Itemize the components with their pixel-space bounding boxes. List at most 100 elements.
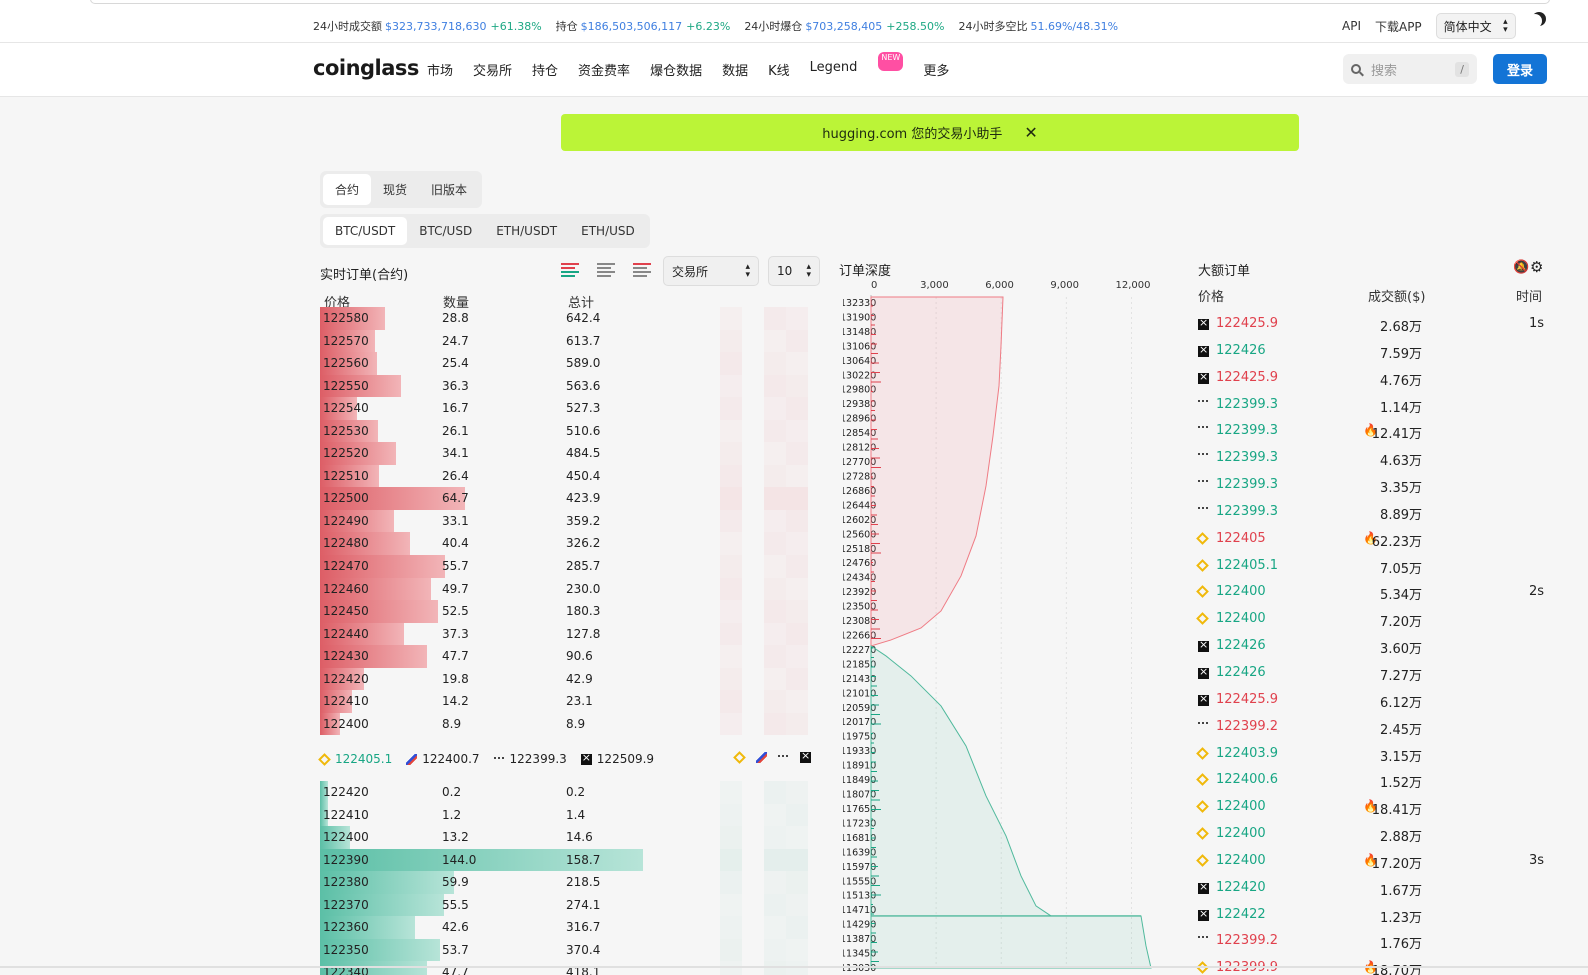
orderbook-row[interactable]: 122440 37.3 127.8 [320, 622, 810, 646]
big-order-row[interactable]: 122399.3 8.89万 [1198, 500, 1548, 527]
big-order-row[interactable]: 122399.3 4.63万 [1198, 446, 1548, 473]
dark-mode-icon[interactable] [1528, 14, 1542, 28]
nav-item[interactable]: 市场 [427, 64, 454, 79]
big-order-volume: 18.70万 [1371, 964, 1422, 975]
row-total: 90.6 [566, 649, 593, 664]
tab-tabs1-0[interactable]: 合约 [323, 174, 372, 205]
orderbook-row[interactable]: 122350 53.7 370.4 [320, 938, 810, 962]
tab-tabs2-1[interactable]: BTC/USD [419, 224, 473, 238]
orderbook-row[interactable]: 122460 49.7 230.0 [320, 577, 810, 601]
big-order-row[interactable]: 122400 🔥 18.41万 [1196, 795, 1548, 822]
download-app-link[interactable]: 下载APP [1374, 19, 1422, 34]
depth-count-select[interactable]: 10 ▴ ▾ [768, 256, 820, 286]
orderbook-row[interactable]: 122380 59.9 218.5 [320, 871, 810, 894]
nav-item[interactable]: 爆仓数据 [650, 64, 703, 79]
big-order-row[interactable]: 122405.1 7.05万 [1196, 554, 1548, 581]
promo-banner[interactable]: hugging.com 您的交易小助手 ✕ [561, 114, 1299, 151]
big-order-row[interactable]: 122422 1.23万 [1198, 903, 1548, 930]
orderbook-row[interactable]: 122530 26.1 510.6 [320, 419, 810, 443]
orderbook-row[interactable]: 122410 1.2 1.4 [320, 803, 810, 827]
orderbook-row[interactable]: 122420 19.8 42.9 [320, 667, 810, 691]
orderbook-row[interactable]: 122520 34.1 484.5 [320, 442, 810, 465]
big-order-price: 122426 [1216, 638, 1266, 654]
orderbook-row[interactable]: 122450 52.5 180.3 [320, 600, 810, 623]
orderbook-row[interactable]: 122560 25.4 589.0 [320, 352, 810, 375]
big-order-row[interactable]: 122399.3 🔥 12.41万 [1198, 419, 1548, 446]
main-nav: coinglass 市场 交易所 持仓 资金费率 爆仓数据 数据 K线 Legend NEW 更多… [0, 43, 1588, 97]
tab-tabs1-1[interactable]: 现货 [383, 183, 408, 197]
big-order-volume: 4.76万 [1380, 373, 1422, 389]
orderbook-row[interactable]: 122480 40.4 326.2 [320, 532, 810, 556]
depth-y-tick: 113870 [843, 934, 876, 945]
big-order-volume: 3.60万 [1380, 642, 1422, 658]
orderbook-row[interactable]: 122340 47.7 418.1 [320, 961, 810, 975]
big-order-row[interactable]: 122425.9 2.68万 1s [1198, 312, 1548, 339]
orderbook-row[interactable]: 122360 42.6 316.7 [320, 916, 810, 939]
gear-icon[interactable]: ⚙ [1530, 258, 1544, 276]
orderbook-row[interactable]: 122400 13.2 14.6 [320, 826, 810, 849]
asks-view-icon[interactable] [629, 262, 651, 277]
nav-item[interactable]: 交易所 [473, 64, 513, 79]
big-order-row[interactable]: 122399.2 2.45万 [1198, 715, 1548, 742]
big-order-row[interactable]: 122426 3.60万 [1198, 634, 1548, 661]
row-qty: 28.8 [442, 311, 469, 325]
big-order-row[interactable]: 122399.3 3.35万 [1198, 473, 1548, 500]
binance-icon[interactable] [733, 751, 746, 764]
nav-item[interactable]: 持仓 [532, 64, 559, 79]
nav-item[interactable]: Legend [809, 60, 858, 75]
big-order-row[interactable]: 122403.9 3.15万 [1196, 742, 1548, 769]
bids-view-icon[interactable] [593, 262, 615, 277]
big-order-row[interactable]: 122399.3 1.14万 [1198, 393, 1548, 420]
big-order-volume: 1.23万 [1380, 910, 1422, 926]
orderbook-row[interactable]: 122430 47.7 90.6 [320, 645, 810, 668]
orderbook-row[interactable]: 122580 28.8 642.4 [320, 307, 810, 330]
tab-tabs2-0[interactable]: BTC/USDT [323, 217, 408, 245]
heatmap-cell [786, 826, 808, 849]
orderbook-row[interactable]: 122400 8.9 8.9 [320, 712, 810, 736]
big-order-row[interactable]: 122426 7.27万 [1198, 661, 1548, 688]
orderbook-row[interactable]: 122510 26.4 450.4 [320, 464, 810, 488]
orderbook-row[interactable]: 122490 33.1 359.2 [320, 509, 810, 533]
big-order-row[interactable]: 122405 🔥 62.23万 [1196, 527, 1548, 554]
big-order-row[interactable]: 122400 5.34万 2s [1196, 580, 1548, 607]
api-link[interactable]: API [1342, 19, 1361, 33]
bitget-icon[interactable] [756, 752, 767, 763]
big-order-row[interactable]: 122400.6 1.52万 [1196, 768, 1548, 795]
mute-icon[interactable]: 🔕 [1513, 260, 1530, 275]
nav-item[interactable]: 更多 [923, 64, 950, 79]
nav-item[interactable]: 资金费率 [578, 64, 631, 79]
bybit-icon[interactable] [778, 755, 788, 760]
nav-item[interactable]: K线 [768, 64, 790, 79]
exchange-select[interactable]: 交易所 ▴ ▾ [663, 256, 759, 286]
browser-url-bar[interactable] [90, 0, 1550, 4]
big-order-row[interactable]: 122400 🔥 17.20万 3s [1196, 849, 1548, 876]
search-input[interactable]: 搜索 / [1343, 54, 1477, 84]
orderbook-row[interactable]: 122470 55.7 285.7 [320, 555, 810, 578]
orderbook-row[interactable]: 122540 16.7 527.3 [320, 397, 810, 420]
tab-tabs2-3[interactable]: ETH/USD [581, 224, 635, 238]
orderbook-row[interactable]: 122370 55.5 274.1 [320, 893, 810, 917]
both-sides-view-icon[interactable] [557, 262, 579, 277]
big-order-row[interactable]: 122400 7.20万 [1196, 607, 1548, 634]
big-order-row[interactable]: 122425.9 4.76万 [1198, 366, 1548, 393]
orderbook-row[interactable]: 122550 36.3 563.6 [320, 374, 810, 398]
big-order-row[interactable]: 122400 2.88万 [1196, 822, 1548, 849]
logo[interactable]: coinglass [313, 56, 419, 80]
nav-item[interactable]: 数据 [722, 64, 749, 79]
language-select[interactable]: 简体中文 ▴ ▾ [1435, 13, 1516, 39]
big-order-row[interactable]: 122399.2 1.76万 [1198, 929, 1548, 956]
okx-icon[interactable] [800, 749, 811, 763]
orderbook-row[interactable]: 122420 0.2 0.2 [320, 781, 810, 804]
tab-tabs1-2[interactable]: 旧版本 [431, 183, 468, 197]
orderbook-row[interactable]: 122410 14.2 23.1 [320, 690, 810, 713]
stat-item: 24小时成交额 $323,733,718,630 +61.38% [313, 18, 542, 34]
big-order-row[interactable]: 122426 7.59万 [1198, 339, 1548, 366]
orderbook-row[interactable]: 122390 144.0 158.7 [320, 848, 810, 872]
orderbook-row[interactable]: 122500 64.7 423.9 [320, 487, 810, 510]
login-button[interactable]: 登录 [1493, 54, 1547, 84]
close-icon[interactable]: ✕ [1024, 123, 1038, 142]
tab-tabs2-2[interactable]: ETH/USDT [496, 224, 558, 238]
big-order-row[interactable]: 122425.9 6.12万 [1198, 688, 1548, 715]
big-order-row[interactable]: 122420 1.67万 [1198, 876, 1548, 903]
orderbook-row[interactable]: 122570 24.7 613.7 [320, 329, 810, 353]
